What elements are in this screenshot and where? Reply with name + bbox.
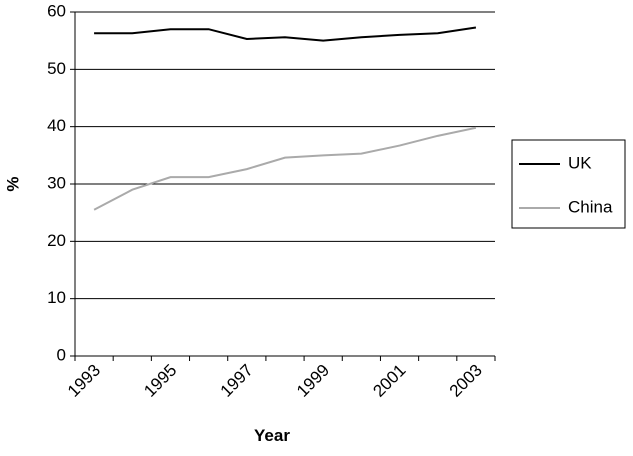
y-tick-label: 10: [47, 288, 66, 307]
x-tick-label: 1997: [217, 361, 257, 401]
legend-label: UK: [568, 153, 592, 172]
y-tick-label: 60: [47, 1, 66, 20]
x-tick-label: 1995: [140, 361, 180, 401]
y-tick-label: 0: [57, 345, 66, 364]
y-tick-label: 40: [47, 116, 66, 135]
x-tick-label: 1999: [293, 361, 333, 401]
legend-box: [511, 139, 626, 229]
y-tick-label: 20: [47, 231, 66, 250]
y-tick-label: 50: [47, 59, 66, 78]
series-line: [94, 26, 477, 42]
x-tick-label: 2001: [369, 361, 409, 401]
x-tick-label: 2003: [446, 361, 486, 401]
series-line: [93, 126, 477, 211]
legend-label: China: [568, 197, 613, 216]
y-tick-label: 30: [47, 173, 66, 192]
x-tick-label: 1993: [64, 361, 104, 401]
x-axis-label: Year: [254, 426, 290, 445]
y-axis-label: %: [3, 176, 22, 191]
